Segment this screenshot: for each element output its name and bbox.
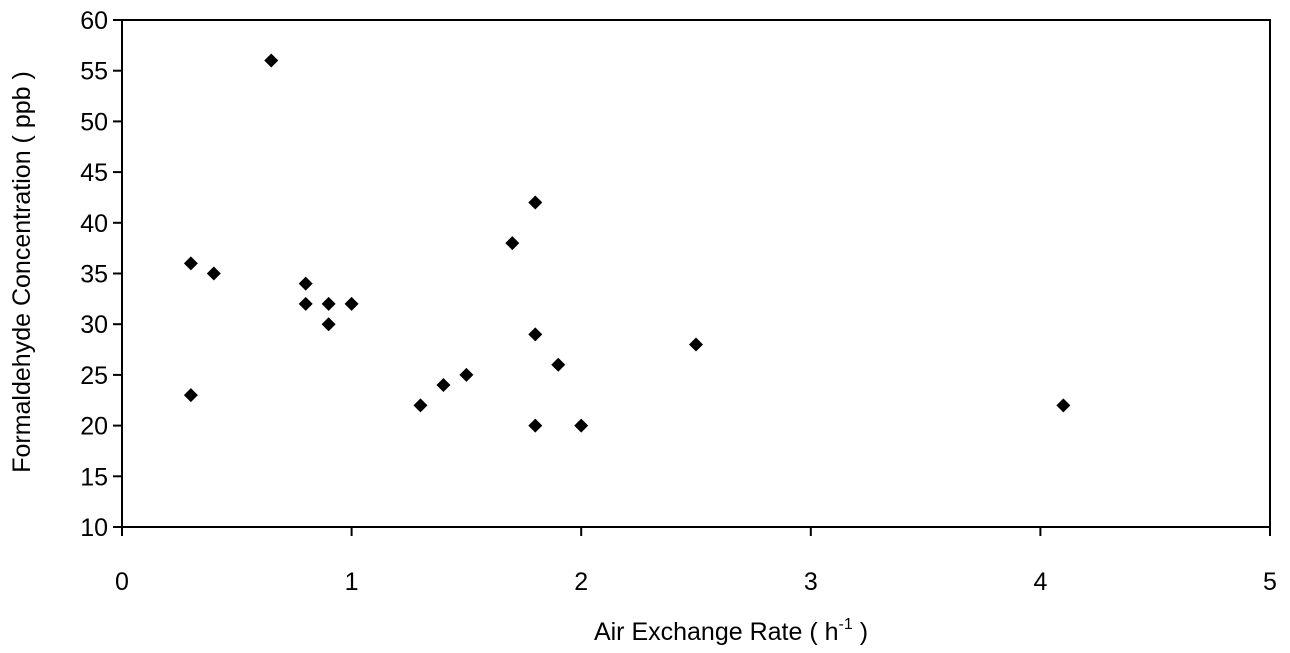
x-tick-label: 2 bbox=[574, 568, 588, 596]
data-point bbox=[574, 418, 589, 433]
y-tick-label: 60 bbox=[80, 7, 108, 35]
points-layer bbox=[183, 53, 1071, 433]
x-tick-label: 0 bbox=[115, 568, 129, 596]
data-point bbox=[298, 276, 313, 291]
x-axis-title: Air Exchange Rate ( h-1 ) bbox=[594, 616, 868, 646]
data-point bbox=[321, 296, 336, 311]
data-point bbox=[183, 388, 198, 403]
plot-area-border bbox=[121, 19, 1271, 528]
data-point bbox=[1056, 398, 1071, 413]
y-tick-label: 25 bbox=[80, 362, 108, 390]
data-point bbox=[505, 236, 520, 251]
data-point bbox=[264, 53, 279, 68]
data-point bbox=[298, 296, 313, 311]
data-point bbox=[528, 327, 543, 342]
data-point bbox=[413, 398, 428, 413]
y-tick-label: 10 bbox=[80, 514, 108, 542]
data-point bbox=[206, 266, 221, 281]
y-tick-label: 20 bbox=[80, 413, 108, 441]
data-point bbox=[436, 378, 451, 393]
y-tick-label: 55 bbox=[80, 58, 108, 86]
data-point bbox=[344, 296, 359, 311]
y-tick-label: 30 bbox=[80, 311, 108, 339]
x-tick-label: 4 bbox=[1033, 568, 1047, 596]
x-tick-label: 5 bbox=[1263, 568, 1277, 596]
y-tick-label: 35 bbox=[80, 261, 108, 289]
y-tick-label: 50 bbox=[80, 108, 108, 136]
data-point bbox=[528, 418, 543, 433]
data-point bbox=[183, 256, 198, 271]
x-tick-label: 3 bbox=[804, 568, 818, 596]
y-axis-title: Formaldehyde Concentration ( ppb ) bbox=[8, 71, 36, 473]
data-point bbox=[321, 317, 336, 332]
data-point bbox=[689, 337, 703, 352]
y-tick-label: 40 bbox=[80, 210, 108, 238]
data-point bbox=[551, 357, 566, 372]
data-point bbox=[528, 195, 543, 210]
y-tick-label: 15 bbox=[80, 463, 108, 491]
y-tick-label: 45 bbox=[80, 159, 108, 187]
x-tick-label: 1 bbox=[345, 568, 359, 596]
data-point bbox=[459, 367, 474, 382]
